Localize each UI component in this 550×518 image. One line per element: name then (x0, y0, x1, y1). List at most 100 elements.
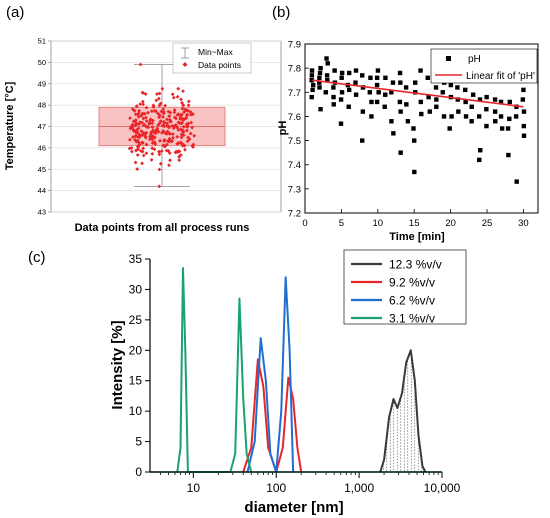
boxplot-data-point (189, 120, 194, 125)
boxplot-data-point (183, 147, 187, 152)
boxplot-data-point (186, 103, 191, 108)
boxplot-data-point (134, 104, 139, 109)
boxplot-data-point (144, 124, 149, 129)
legend-minmax-label: Min~Max (198, 47, 233, 57)
ph-data-point (411, 126, 416, 131)
dls-y-tick-label: 25 (129, 313, 143, 327)
boxplot-data-point (178, 116, 183, 120)
ph-data-points (309, 56, 527, 184)
ph-data-point (412, 80, 418, 85)
boxplot-data-point (130, 123, 135, 127)
boxplot-data-point (153, 131, 158, 136)
boxplot-data-point (162, 137, 167, 142)
boxplot-data-point (167, 124, 171, 129)
panel-label-b: (b) (272, 4, 290, 21)
boxplot-data-point (172, 108, 177, 112)
ph-data-point (331, 85, 336, 90)
ph-x-tick-label: 30 (518, 218, 529, 229)
boxplot-data-point (192, 133, 197, 138)
boxplot-data-point (162, 110, 166, 115)
ph-data-point (419, 111, 424, 117)
ph-y-label: pH (277, 121, 289, 136)
ph-data-point (309, 68, 315, 73)
ph-data-point (367, 90, 373, 95)
boxplot-data-point (185, 139, 190, 144)
ph-data-point (440, 90, 445, 95)
boxplot-data-point (156, 111, 160, 116)
boxplot-data-point (129, 125, 133, 129)
ph-data-point (368, 75, 373, 80)
boxplot-data-point (190, 143, 195, 148)
ph-y-tick-label: 7.7 (288, 88, 301, 99)
boxplot-data-point (182, 110, 186, 115)
dls-x-tick-label: 10,000 (424, 481, 461, 495)
boxplot-data-point (159, 109, 164, 114)
boxplot-data-point (167, 117, 172, 122)
boxplot-data-point (175, 134, 180, 139)
ph-data-point (404, 102, 409, 107)
dls-axis-ticks: 0 5 10 15 20 25 30 35 10 100 1,000 10,000 (129, 252, 461, 495)
ph-data-point (418, 99, 424, 105)
ph-data-point (397, 70, 403, 76)
boxplot-data-point (140, 120, 144, 125)
ph-legend-frame (430, 48, 538, 84)
boxplot-data-point (141, 123, 146, 127)
boxplot-data-point (177, 158, 182, 163)
boxplot-data-point (172, 110, 177, 115)
legend-datapoint-label: Data points (198, 60, 241, 70)
boxplot-data-point (144, 151, 149, 156)
boxplot-data-point (157, 152, 162, 157)
ph-data-point (418, 68, 423, 73)
ph-data-point (338, 97, 344, 102)
boxplot-data-point (134, 148, 138, 153)
ph-data-point (309, 94, 314, 100)
ph-y-tick-label: 7.9 (288, 40, 301, 51)
ph-data-point (360, 85, 366, 90)
boxplot-data-point (164, 148, 169, 153)
boxplot-data-point (170, 92, 175, 97)
boxplot-data-point (136, 111, 141, 116)
ph-x-tick-label: 20 (445, 218, 456, 229)
ph-data-point (309, 73, 315, 78)
boxplot-data-point (141, 116, 146, 121)
ph-data-point (484, 123, 489, 129)
boxplot-data-point (154, 98, 159, 103)
boxplot-data-point (141, 111, 145, 116)
ph-data-point (506, 152, 511, 158)
ph-data-point (514, 179, 519, 184)
boxplot-data-point (150, 152, 155, 156)
ph-data-point (413, 90, 418, 95)
ph-x-tick-label: 0 (302, 218, 307, 229)
ph-data-point (331, 94, 336, 100)
ph-data-point (346, 70, 352, 76)
ph-data-point (463, 114, 469, 119)
boxplot-data-point (158, 161, 163, 166)
ph-y-tick-label: 7.8 (288, 64, 301, 75)
ph-data-point (360, 138, 365, 143)
boxplot-data-point (129, 149, 134, 154)
ph-y-tick-label: 7.5 (288, 136, 301, 147)
ph-legend-label: pH (468, 54, 481, 65)
ph-data-point (383, 92, 388, 97)
ph-data-point (374, 82, 380, 88)
ph-data-point (323, 90, 328, 95)
boxplot-data-point (151, 104, 156, 109)
boxplot-data-point (166, 109, 171, 114)
ph-data-point (426, 94, 431, 100)
boxplot-data-point (146, 110, 150, 115)
dls-legend: 12.3 %v/v 9.2 %v/v 6.2 %v/v 3.1 %v/v (343, 249, 467, 326)
boxplot-data-point (171, 126, 176, 131)
ph-data-point (398, 109, 403, 114)
ph-data-point (477, 157, 482, 163)
boxplot-gridlines (51, 40, 281, 213)
boxplot-data-point (157, 103, 162, 108)
boxplot-y-label: Temperature [°C] (4, 81, 16, 170)
ph-x-tick-label: 15 (409, 218, 420, 229)
boxplot-data-point (184, 122, 189, 127)
boxplot-data-point (141, 146, 146, 151)
dls-legend-frame (343, 249, 467, 325)
boxplot-data-point (164, 142, 169, 147)
ph-data-point (317, 70, 323, 76)
boxplot-data-point (156, 96, 161, 101)
boxplot-y-tick-label: 47 (38, 122, 46, 131)
